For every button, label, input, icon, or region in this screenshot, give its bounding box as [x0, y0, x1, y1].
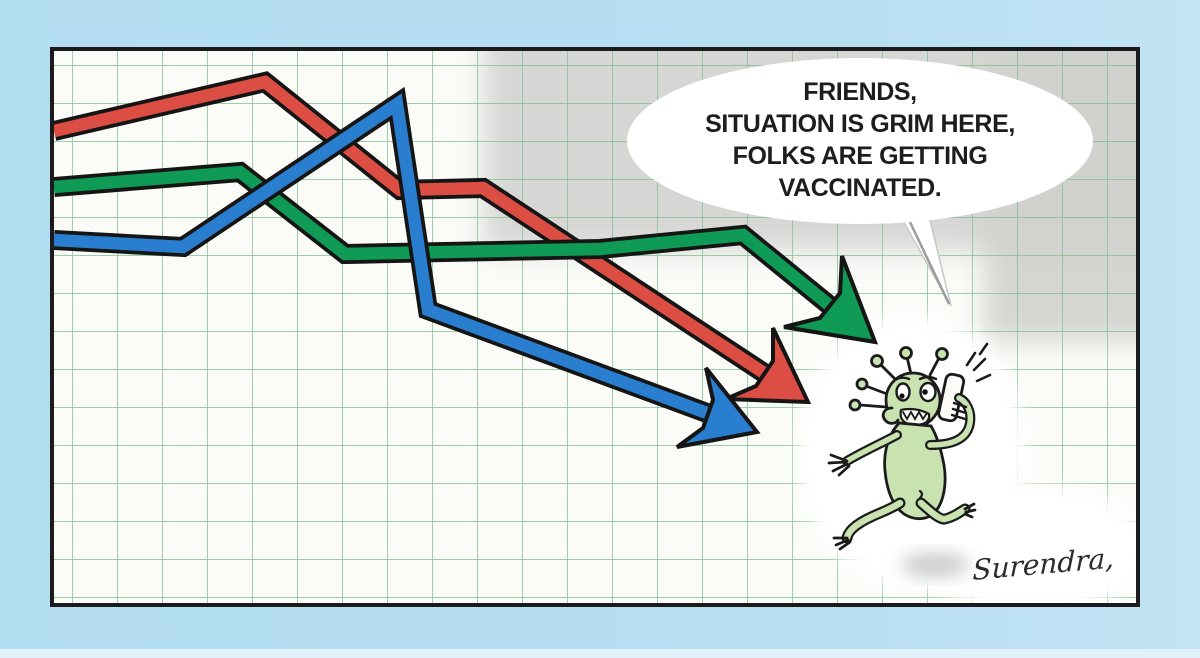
speech-text: FRIENDS, SITUATION IS GRIM HERE, FOLKS A…	[625, 76, 1095, 204]
blue-arrow-shaft	[54, 93, 718, 422]
gray-smudge	[901, 552, 969, 578]
speech-line-1: FRIENDS,	[803, 78, 917, 106]
green-trend-arrow	[54, 161, 879, 345]
red-arrow-head	[725, 327, 812, 405]
green-arrow-head	[783, 255, 879, 345]
blue-trend-arrow	[54, 86, 761, 449]
virus-right-leg	[915, 497, 977, 525]
virus-cheek	[881, 406, 900, 425]
virus-spikes	[848, 346, 949, 412]
virus-navel	[918, 489, 924, 500]
speech-line-4: VACCINATED.	[778, 174, 942, 202]
alarm-lines	[965, 342, 992, 383]
bubble-tail-edge	[908, 221, 951, 305]
virus-left-leg	[832, 497, 906, 551]
speech-line-2: SITUATION IS GRIM HERE,	[705, 110, 1015, 138]
virus-left-arm	[827, 430, 902, 477]
bubble-body	[627, 58, 1093, 224]
virus-character	[827, 342, 992, 551]
green-arrow-shaft	[54, 165, 844, 319]
bottom-strip	[0, 649, 1200, 658]
speech-bubble	[627, 58, 1093, 307]
speech-line-3: FOLKS ARE GETTING	[732, 142, 988, 170]
chart-panel	[50, 47, 1140, 607]
blue-arrow-head	[675, 366, 761, 449]
virus-right-arm	[925, 393, 976, 450]
cartoon-art	[54, 51, 1136, 603]
virus-eyes	[893, 375, 938, 403]
